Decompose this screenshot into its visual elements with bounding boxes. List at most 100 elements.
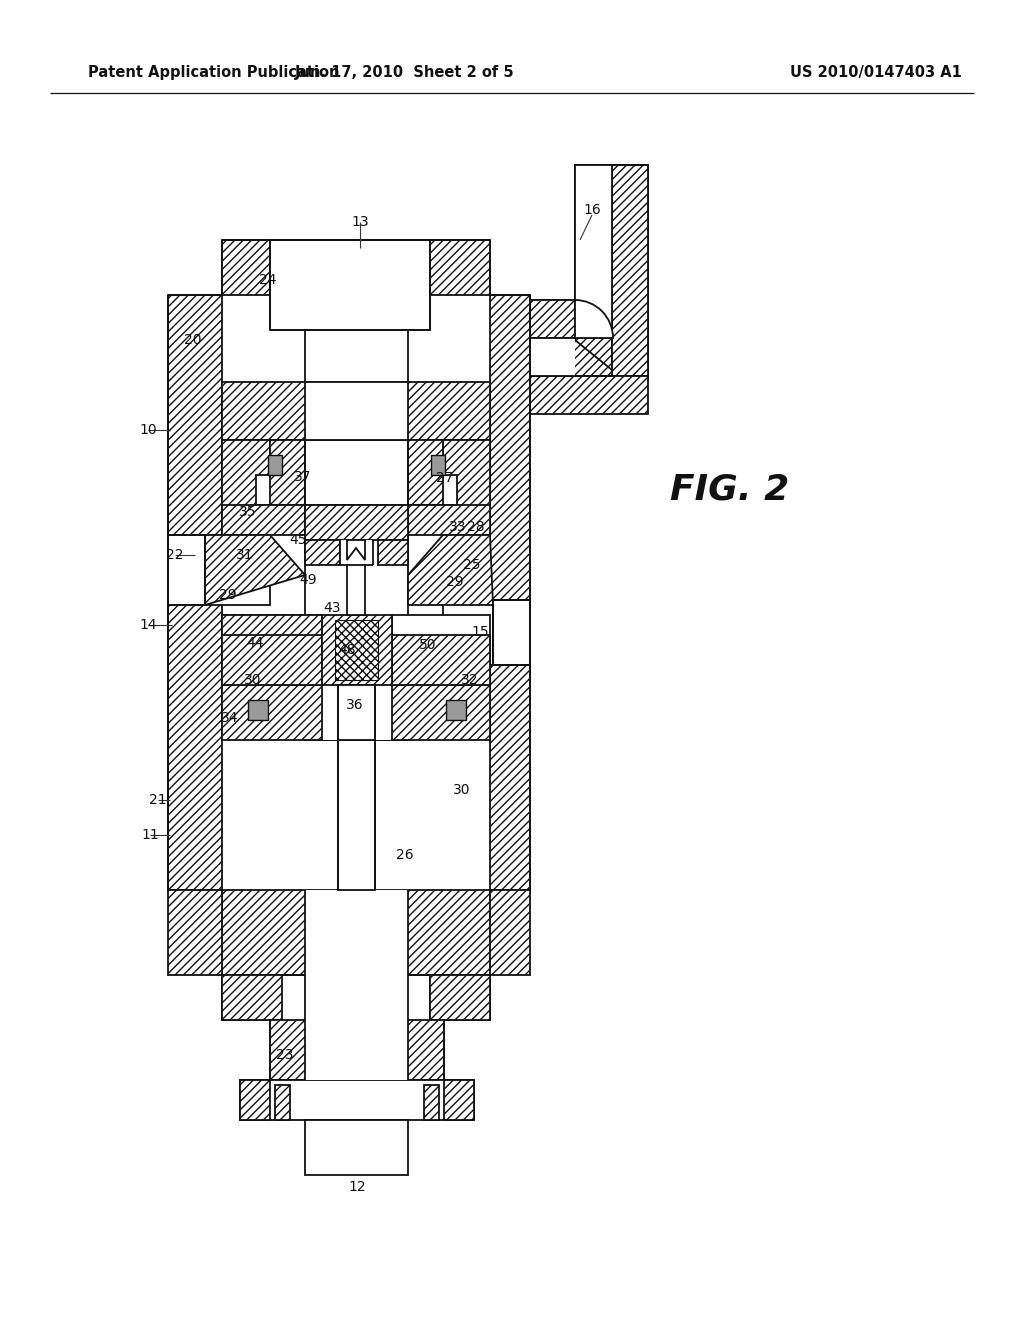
- Polygon shape: [493, 601, 530, 665]
- Polygon shape: [408, 506, 490, 535]
- Text: 16: 16: [583, 203, 601, 216]
- Text: 28: 28: [467, 520, 484, 535]
- Text: Patent Application Publication: Patent Application Publication: [88, 65, 340, 79]
- Polygon shape: [530, 341, 575, 378]
- Polygon shape: [305, 506, 408, 741]
- Polygon shape: [305, 975, 408, 1020]
- Polygon shape: [305, 381, 408, 440]
- Polygon shape: [392, 635, 490, 685]
- Text: 12: 12: [348, 1180, 366, 1195]
- Polygon shape: [305, 890, 408, 975]
- Text: Jun. 17, 2010  Sheet 2 of 5: Jun. 17, 2010 Sheet 2 of 5: [295, 65, 515, 79]
- Polygon shape: [240, 1080, 474, 1119]
- Polygon shape: [222, 240, 490, 294]
- Polygon shape: [490, 890, 530, 975]
- Polygon shape: [270, 440, 305, 506]
- Polygon shape: [340, 540, 373, 565]
- Polygon shape: [443, 440, 490, 535]
- Text: 45: 45: [289, 533, 307, 546]
- Polygon shape: [168, 535, 205, 605]
- Text: 26: 26: [396, 847, 414, 862]
- Polygon shape: [430, 975, 490, 1020]
- Polygon shape: [222, 440, 270, 535]
- Polygon shape: [205, 535, 270, 605]
- Polygon shape: [575, 165, 612, 338]
- Polygon shape: [408, 535, 493, 605]
- Polygon shape: [205, 535, 305, 605]
- Polygon shape: [443, 601, 493, 665]
- Polygon shape: [378, 540, 408, 565]
- Text: 13: 13: [351, 215, 369, 228]
- Polygon shape: [530, 300, 575, 341]
- Text: 29: 29: [219, 587, 237, 602]
- Polygon shape: [322, 685, 392, 741]
- Polygon shape: [612, 165, 648, 376]
- Polygon shape: [222, 635, 322, 685]
- Polygon shape: [530, 300, 575, 338]
- Text: 43: 43: [324, 601, 341, 615]
- Polygon shape: [222, 890, 490, 975]
- Polygon shape: [222, 381, 490, 440]
- Polygon shape: [408, 440, 443, 506]
- Text: 32: 32: [461, 673, 479, 686]
- Text: 35: 35: [240, 506, 257, 519]
- Text: 22: 22: [166, 548, 183, 562]
- Text: 48: 48: [338, 643, 355, 657]
- Text: 31: 31: [237, 548, 254, 562]
- Polygon shape: [490, 294, 530, 890]
- Text: 15: 15: [471, 624, 488, 639]
- Polygon shape: [424, 1085, 439, 1119]
- Polygon shape: [347, 540, 365, 560]
- Polygon shape: [222, 615, 322, 685]
- Polygon shape: [431, 455, 445, 475]
- Text: 34: 34: [221, 711, 239, 725]
- Text: 20: 20: [184, 333, 202, 347]
- Text: 44: 44: [246, 636, 264, 649]
- Polygon shape: [248, 700, 268, 719]
- Polygon shape: [275, 1085, 290, 1119]
- Text: US 2010/0147403 A1: US 2010/0147403 A1: [790, 65, 962, 79]
- Polygon shape: [305, 1020, 408, 1080]
- Polygon shape: [335, 620, 378, 680]
- Text: 24: 24: [259, 273, 276, 286]
- Polygon shape: [530, 338, 575, 376]
- Polygon shape: [222, 975, 490, 1020]
- Polygon shape: [240, 1080, 270, 1119]
- Polygon shape: [530, 300, 575, 341]
- Text: 30: 30: [454, 783, 471, 797]
- Polygon shape: [305, 506, 408, 540]
- Polygon shape: [575, 165, 612, 370]
- Polygon shape: [530, 341, 648, 378]
- Text: 50: 50: [419, 638, 437, 652]
- Text: 11: 11: [141, 828, 159, 842]
- Polygon shape: [305, 540, 340, 565]
- Text: FIG. 2: FIG. 2: [671, 473, 790, 507]
- Polygon shape: [222, 615, 322, 685]
- Polygon shape: [446, 700, 466, 719]
- Text: 30: 30: [245, 673, 262, 686]
- Polygon shape: [222, 506, 305, 535]
- Polygon shape: [392, 615, 490, 685]
- Text: 29: 29: [446, 576, 464, 589]
- Polygon shape: [268, 455, 282, 475]
- Text: 27: 27: [436, 471, 454, 484]
- Polygon shape: [612, 165, 648, 370]
- Text: 25: 25: [463, 558, 480, 572]
- Polygon shape: [270, 1020, 444, 1080]
- Polygon shape: [444, 1080, 474, 1119]
- Polygon shape: [305, 1119, 408, 1175]
- Polygon shape: [168, 294, 222, 890]
- Polygon shape: [222, 975, 282, 1020]
- Polygon shape: [530, 376, 648, 414]
- Polygon shape: [222, 975, 270, 1020]
- Text: 10: 10: [139, 422, 157, 437]
- Text: 21: 21: [150, 793, 167, 807]
- Polygon shape: [347, 560, 365, 615]
- Text: 37: 37: [294, 470, 311, 484]
- Text: 14: 14: [139, 618, 157, 632]
- Wedge shape: [575, 300, 613, 338]
- Text: 49: 49: [299, 573, 316, 587]
- Polygon shape: [168, 890, 222, 975]
- Polygon shape: [338, 741, 375, 890]
- Text: 23: 23: [276, 1048, 294, 1063]
